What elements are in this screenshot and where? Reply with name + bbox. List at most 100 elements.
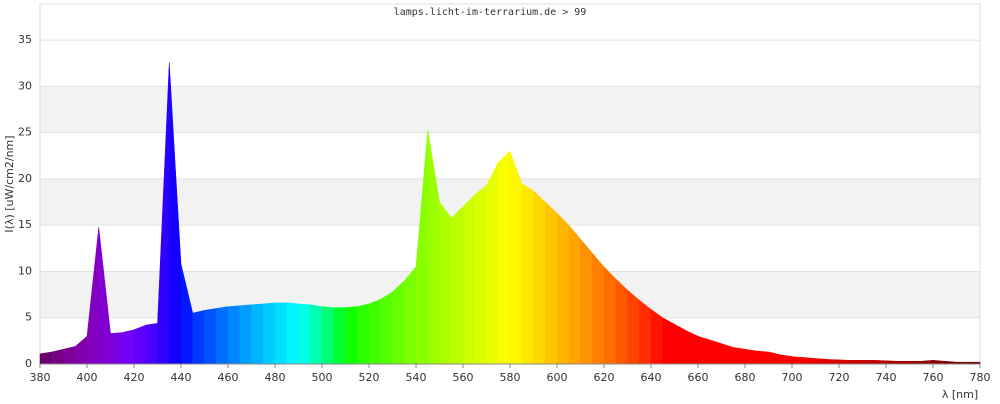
- x-tick-label: 740: [876, 371, 897, 384]
- spectrum-segment: [780, 354, 793, 365]
- spectrum-segment: [592, 252, 605, 365]
- spectrum-segment: [791, 356, 804, 365]
- spectrum-segment: [639, 299, 652, 365]
- x-tick-label: 460: [218, 371, 239, 384]
- spectrum-segment: [216, 306, 229, 365]
- spectrum-segment: [298, 303, 311, 365]
- spectrum-segment: [721, 343, 734, 365]
- spectrum-segment: [815, 358, 828, 365]
- spectrum-segment: [533, 190, 546, 365]
- spectrum-segment: [474, 184, 487, 365]
- spectrum-segment: [357, 303, 370, 365]
- spectrum-segment: [862, 360, 875, 365]
- spectrum-segment: [662, 317, 675, 365]
- y-tick-label: 0: [25, 357, 32, 370]
- spectrum-segment: [321, 306, 334, 365]
- spectrum-segment: [580, 238, 593, 365]
- spectrum-segment: [427, 129, 440, 365]
- x-tick-label: 700: [782, 371, 803, 384]
- spectrum-segment: [827, 359, 840, 365]
- x-tick-label: 420: [124, 371, 145, 384]
- spectrum-segment: [874, 360, 887, 365]
- spectrum-segment: [251, 303, 264, 365]
- spectrum-segment: [345, 306, 358, 365]
- chart-title: lamps.licht-im-terrarium.de > 99: [394, 7, 587, 18]
- x-tick-label: 620: [594, 371, 615, 384]
- spectrum-segment: [263, 302, 276, 365]
- spectrum-segment: [451, 206, 464, 365]
- spectrum-segment: [697, 335, 710, 365]
- spectrum-segment: [122, 329, 135, 365]
- spectrum-segment: [380, 291, 393, 365]
- spectrum-segment: [239, 304, 252, 365]
- spectrum-segment: [439, 201, 452, 365]
- spectrum-segment: [133, 324, 146, 365]
- spectrum-segment: [521, 183, 534, 365]
- x-tick-label: 580: [500, 371, 521, 384]
- spectrum-segment: [921, 360, 934, 365]
- y-tick-label: 30: [18, 79, 32, 92]
- x-tick-label: 720: [829, 371, 850, 384]
- spectrum-segment: [462, 194, 475, 365]
- spectrum-segment: [368, 298, 381, 365]
- spectrum-segment: [838, 359, 851, 365]
- spectrum-segment: [310, 304, 323, 365]
- spectrum-segment: [333, 307, 346, 365]
- x-axis-label: λ [nm]: [942, 388, 978, 400]
- spectrum-segment: [615, 278, 628, 365]
- spectrum-segment: [744, 348, 757, 365]
- spectrum-segment: [51, 348, 64, 365]
- x-tick-label: 500: [312, 371, 333, 384]
- x-tick-label: 540: [406, 371, 427, 384]
- spectrum-segment: [110, 332, 123, 365]
- spectrum-segment: [850, 360, 863, 365]
- spectrum-segment: [415, 129, 428, 365]
- y-tick-label: 15: [18, 218, 32, 231]
- y-tick-label: 5: [25, 311, 32, 324]
- spectrum-segment: [392, 280, 405, 365]
- spectrum-segment: [733, 347, 746, 365]
- spectrum-segment: [227, 305, 240, 365]
- y-tick-label: 20: [18, 172, 32, 185]
- x-tick-label: 440: [171, 371, 192, 384]
- spectrum-segment: [145, 322, 158, 365]
- spectrum-segment: [75, 335, 88, 365]
- spectrum-segment: [192, 310, 205, 365]
- spectrum-segment: [498, 150, 511, 365]
- x-tick-label: 780: [970, 371, 991, 384]
- x-tick-label: 640: [641, 371, 662, 384]
- spectrum-segment: [545, 201, 558, 365]
- spectrum-segment: [803, 357, 816, 365]
- spectrum-segment: [756, 350, 769, 365]
- spectrum-segment: [932, 360, 945, 365]
- y-tick-label: 25: [18, 126, 32, 139]
- x-tick-label: 760: [923, 371, 944, 384]
- spectrum-segment: [603, 266, 616, 365]
- spectrum-segment: [63, 346, 76, 365]
- x-tick-label: 480: [265, 371, 286, 384]
- spectrum-segment: [768, 351, 781, 365]
- x-tick-label: 600: [547, 371, 568, 384]
- y-tick-label: 35: [18, 33, 32, 46]
- x-tick-label: 520: [359, 371, 380, 384]
- spectrum-segment: [274, 302, 287, 365]
- spectrum-segment: [556, 212, 569, 365]
- spectrum-segment: [404, 266, 417, 365]
- x-tick-label: 380: [30, 371, 51, 384]
- spectrum-segment: [286, 302, 299, 365]
- x-tick-label: 400: [77, 371, 98, 384]
- spectrum-segment: [486, 162, 499, 365]
- spectrum-segment: [674, 323, 687, 365]
- spectrum-segment: [686, 330, 699, 365]
- spectrum-segment: [204, 308, 217, 365]
- x-tick-label: 660: [688, 371, 709, 384]
- spectrum-segment: [509, 151, 522, 365]
- spectrum-segment: [568, 224, 581, 365]
- y-axis-label: I(λ) [uW/cm2/nm]: [3, 135, 16, 232]
- y-tick-label: 10: [18, 264, 32, 277]
- spectrum-segment: [650, 308, 663, 365]
- grid-band: [40, 86, 980, 133]
- spectrum-segment: [709, 339, 722, 365]
- spectrum-segment: [39, 351, 52, 365]
